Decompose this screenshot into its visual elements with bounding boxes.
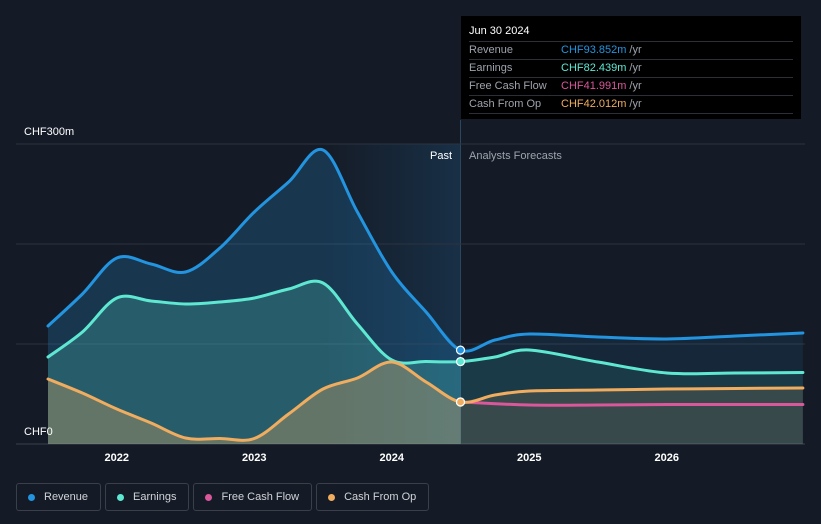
tooltip-row: Revenue CHF93.852m/yr	[469, 41, 793, 59]
earnings-area-past	[48, 281, 461, 444]
y-axis-bottom-label: CHF0	[24, 426, 53, 438]
earnings-marker	[455, 356, 466, 367]
past-region-label: Past	[430, 150, 453, 162]
legend-item-revenue[interactable]: Revenue	[16, 483, 102, 511]
forecast-region-label: Analysts Forecasts	[469, 150, 562, 162]
tooltip-label: Revenue	[469, 44, 514, 56]
tooltip-unit: /yr	[629, 44, 642, 56]
tooltip-unit: /yr	[629, 62, 642, 74]
tooltip-date: Jun 30 2024	[469, 25, 530, 37]
legend-label: Cash From Op	[344, 491, 417, 503]
legend: Revenue Earnings Free Cash Flow Cash From O…	[16, 483, 430, 511]
tooltip-label: Free Cash Flow	[469, 80, 547, 92]
tooltip-label: Cash From Op	[469, 98, 542, 110]
x-tick-label: 2026	[654, 452, 679, 464]
legend-label: Earnings	[133, 491, 177, 503]
legend-dot-icon	[117, 493, 125, 501]
cash-from-op-area-forecast	[460, 388, 803, 444]
free-cash-flow-line	[459, 400, 805, 407]
tooltip-value: CHF41.991m	[561, 80, 627, 92]
legend-item-free-cash-flow[interactable]: Free Cash Flow	[193, 483, 313, 511]
earnings-line	[46, 279, 805, 376]
cash-from-op-line	[46, 360, 805, 442]
tooltip-unit: /yr	[629, 80, 642, 92]
legend-label: Revenue	[44, 491, 89, 503]
tooltip-row: Free Cash Flow CHF41.991m/yr	[469, 77, 793, 95]
tooltip-value: CHF82.439m	[561, 62, 627, 74]
y-axis-top-label: CHF300m	[24, 126, 75, 138]
legend-dot-icon	[328, 493, 336, 501]
legend-item-cash-from-op[interactable]: Cash From Op	[316, 483, 430, 511]
tooltip-row: Earnings CHF82.439m/yr	[469, 59, 793, 77]
tooltip: Jun 30 2024 Revenue CHF93.852m/yr Earnings…	[461, 16, 801, 119]
revenue-line	[46, 148, 805, 353]
legend-item-earnings[interactable]: Earnings	[105, 483, 190, 511]
past-region-shade	[323, 144, 461, 444]
legend-label: Free Cash Flow	[221, 491, 300, 503]
cash-from-op-marker	[455, 397, 466, 407]
legend-dot-icon	[205, 493, 213, 501]
tooltip-label: Earnings	[469, 62, 513, 74]
x-tick-label: 2024	[379, 452, 404, 464]
tooltip-row: Cash From Op CHF42.012m/yr	[469, 95, 793, 114]
x-tick-label: 2023	[242, 452, 267, 464]
legend-dot-icon	[28, 493, 35, 501]
x-tick-label: 2025	[517, 452, 542, 464]
tooltip-value: CHF93.852m	[561, 44, 627, 56]
tooltip-unit: /yr	[629, 98, 642, 110]
tooltip-value: CHF42.012m	[561, 98, 627, 110]
x-tick-label: 2022	[104, 452, 129, 464]
revenue-marker	[455, 345, 466, 355]
